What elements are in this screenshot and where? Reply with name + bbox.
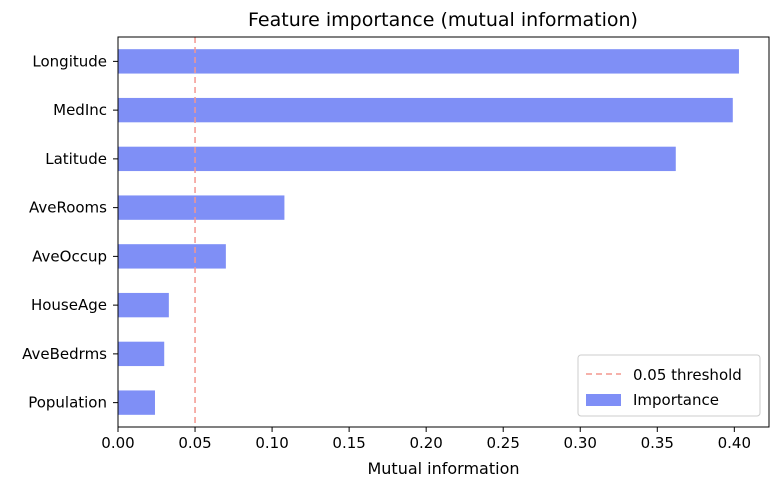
x-tick-label: 0.30 bbox=[564, 434, 597, 452]
x-tick-label: 0.40 bbox=[718, 434, 751, 452]
bar-houseage bbox=[118, 292, 169, 318]
y-axis: Longitude MedInc Latitude AveRooms AveOccup H… bbox=[22, 52, 118, 412]
legend-importance-label: Importance bbox=[633, 391, 719, 409]
bars-group bbox=[118, 49, 739, 415]
plot-frame bbox=[117, 36, 770, 428]
x-tick-label: 0.05 bbox=[178, 434, 211, 452]
bar-medinc bbox=[118, 97, 733, 123]
x-axis-title: Mutual information bbox=[367, 459, 519, 478]
bar-avebedrms bbox=[118, 341, 165, 367]
y-tick-label: AveRooms bbox=[29, 199, 107, 217]
x-tick-label: 0.10 bbox=[255, 434, 288, 452]
bar-longitude bbox=[118, 49, 739, 74]
chart-title: Feature importance (mutual information) bbox=[248, 9, 638, 31]
y-tick-label: AveOccup bbox=[32, 247, 107, 265]
y-tick-label: Longitude bbox=[32, 52, 107, 70]
legend-threshold-label: 0.05 threshold bbox=[633, 366, 742, 384]
x-tick-label: 0.15 bbox=[332, 434, 365, 452]
bar-latitude bbox=[118, 146, 676, 172]
x-tick-label: 0.00 bbox=[101, 434, 134, 452]
y-tick-label: Latitude bbox=[45, 150, 107, 168]
x-tick-label: 0.35 bbox=[641, 434, 674, 452]
x-axis: 0.00 0.05 0.10 0.15 0.20 0.25 0.30 0.35 0.40 bbox=[101, 427, 751, 452]
legend-box bbox=[577, 354, 761, 417]
y-tick-label: HouseAge bbox=[31, 296, 107, 314]
bar-averooms bbox=[118, 195, 285, 220]
y-tick-label: AveBedrms bbox=[22, 345, 107, 363]
y-tick-label: MedInc bbox=[53, 101, 107, 119]
legend-importance-swatch bbox=[586, 394, 621, 406]
bar-aveoccup bbox=[118, 244, 226, 269]
x-tick-label: 0.25 bbox=[487, 434, 520, 452]
legend: 0.05 threshold Importance bbox=[577, 354, 761, 417]
y-tick-label: Population bbox=[28, 394, 107, 412]
x-tick-label: 0.20 bbox=[409, 434, 442, 452]
bar-population bbox=[118, 390, 155, 415]
